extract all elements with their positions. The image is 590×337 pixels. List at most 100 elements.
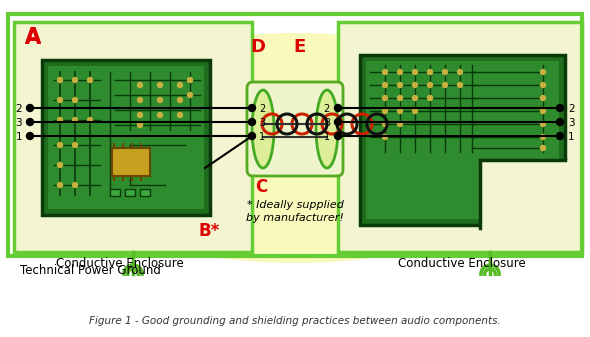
Text: 3: 3 <box>324 118 330 128</box>
Circle shape <box>398 69 402 74</box>
Circle shape <box>442 69 447 74</box>
Text: Technical Power Ground: Technical Power Ground <box>20 264 161 276</box>
Circle shape <box>73 118 77 123</box>
Circle shape <box>412 69 418 74</box>
Circle shape <box>158 83 162 88</box>
Text: 2: 2 <box>15 104 22 114</box>
Circle shape <box>382 122 388 126</box>
Circle shape <box>248 104 255 112</box>
Text: 3: 3 <box>568 118 575 128</box>
Circle shape <box>57 78 63 83</box>
Circle shape <box>335 119 342 125</box>
Circle shape <box>87 118 93 123</box>
Text: 2: 2 <box>259 104 266 114</box>
Text: 1: 1 <box>568 132 575 142</box>
Circle shape <box>158 97 162 102</box>
Text: Conductive Enclosure: Conductive Enclosure <box>56 257 184 270</box>
Circle shape <box>398 122 402 126</box>
Circle shape <box>178 97 182 102</box>
Circle shape <box>398 83 402 88</box>
Text: 1: 1 <box>259 132 265 142</box>
Bar <box>480 160 570 228</box>
Circle shape <box>178 83 182 88</box>
Circle shape <box>412 83 418 88</box>
Circle shape <box>137 83 143 88</box>
Circle shape <box>73 97 77 102</box>
Text: A: A <box>25 27 41 47</box>
Bar <box>110 189 120 196</box>
Text: 1: 1 <box>324 132 330 142</box>
Circle shape <box>540 69 546 74</box>
Circle shape <box>540 95 546 100</box>
Ellipse shape <box>316 90 338 168</box>
Circle shape <box>57 118 63 123</box>
Circle shape <box>248 132 255 140</box>
Text: 2: 2 <box>324 104 330 114</box>
Circle shape <box>398 95 402 100</box>
Circle shape <box>540 134 546 140</box>
Circle shape <box>27 132 34 140</box>
Circle shape <box>335 132 342 140</box>
Circle shape <box>428 95 432 100</box>
Circle shape <box>73 143 77 148</box>
Circle shape <box>158 113 162 118</box>
Text: A: A <box>25 28 41 48</box>
Circle shape <box>27 119 34 125</box>
Circle shape <box>73 183 77 187</box>
Circle shape <box>73 78 77 83</box>
Ellipse shape <box>35 33 555 263</box>
Text: * Ideally supplied: * Ideally supplied <box>247 200 343 210</box>
Circle shape <box>382 83 388 88</box>
Circle shape <box>178 113 182 118</box>
Bar <box>8 14 582 256</box>
Circle shape <box>57 162 63 167</box>
Circle shape <box>248 119 255 125</box>
Text: Figure 1 - Good grounding and shielding practices between audio components.: Figure 1 - Good grounding and shielding … <box>89 316 501 326</box>
Circle shape <box>428 69 432 74</box>
Circle shape <box>137 113 143 118</box>
Circle shape <box>382 95 388 100</box>
Bar <box>366 61 559 219</box>
Circle shape <box>556 104 563 112</box>
Text: C: C <box>255 178 267 196</box>
Text: by manufacturer!: by manufacturer! <box>246 213 344 223</box>
Circle shape <box>382 69 388 74</box>
Circle shape <box>442 83 447 88</box>
Circle shape <box>188 92 192 97</box>
Text: 1: 1 <box>15 132 22 142</box>
Text: B*: B* <box>198 222 219 240</box>
Text: 3: 3 <box>259 118 265 128</box>
Circle shape <box>87 78 93 83</box>
Text: D: D <box>250 38 265 56</box>
Text: 2: 2 <box>568 104 575 114</box>
Circle shape <box>457 83 463 88</box>
Bar <box>14 22 252 252</box>
Bar <box>360 55 565 225</box>
Circle shape <box>137 97 143 102</box>
Text: 3: 3 <box>15 118 22 128</box>
Bar <box>338 22 582 252</box>
Circle shape <box>188 78 192 83</box>
Circle shape <box>382 134 388 140</box>
Circle shape <box>540 122 546 126</box>
Circle shape <box>412 95 418 100</box>
Circle shape <box>540 83 546 88</box>
Circle shape <box>398 109 402 114</box>
Circle shape <box>57 143 63 148</box>
Circle shape <box>540 109 546 114</box>
Bar <box>48 66 204 209</box>
Text: E: E <box>293 38 305 56</box>
Circle shape <box>27 104 34 112</box>
Ellipse shape <box>252 90 274 168</box>
Circle shape <box>335 104 342 112</box>
Bar <box>112 148 150 176</box>
Circle shape <box>540 146 546 151</box>
Circle shape <box>556 119 563 125</box>
Circle shape <box>57 97 63 102</box>
FancyBboxPatch shape <box>247 82 343 176</box>
Circle shape <box>457 69 463 74</box>
Text: Conductive Enclosure: Conductive Enclosure <box>398 257 526 270</box>
Circle shape <box>556 132 563 140</box>
Circle shape <box>382 109 388 114</box>
Circle shape <box>57 183 63 187</box>
